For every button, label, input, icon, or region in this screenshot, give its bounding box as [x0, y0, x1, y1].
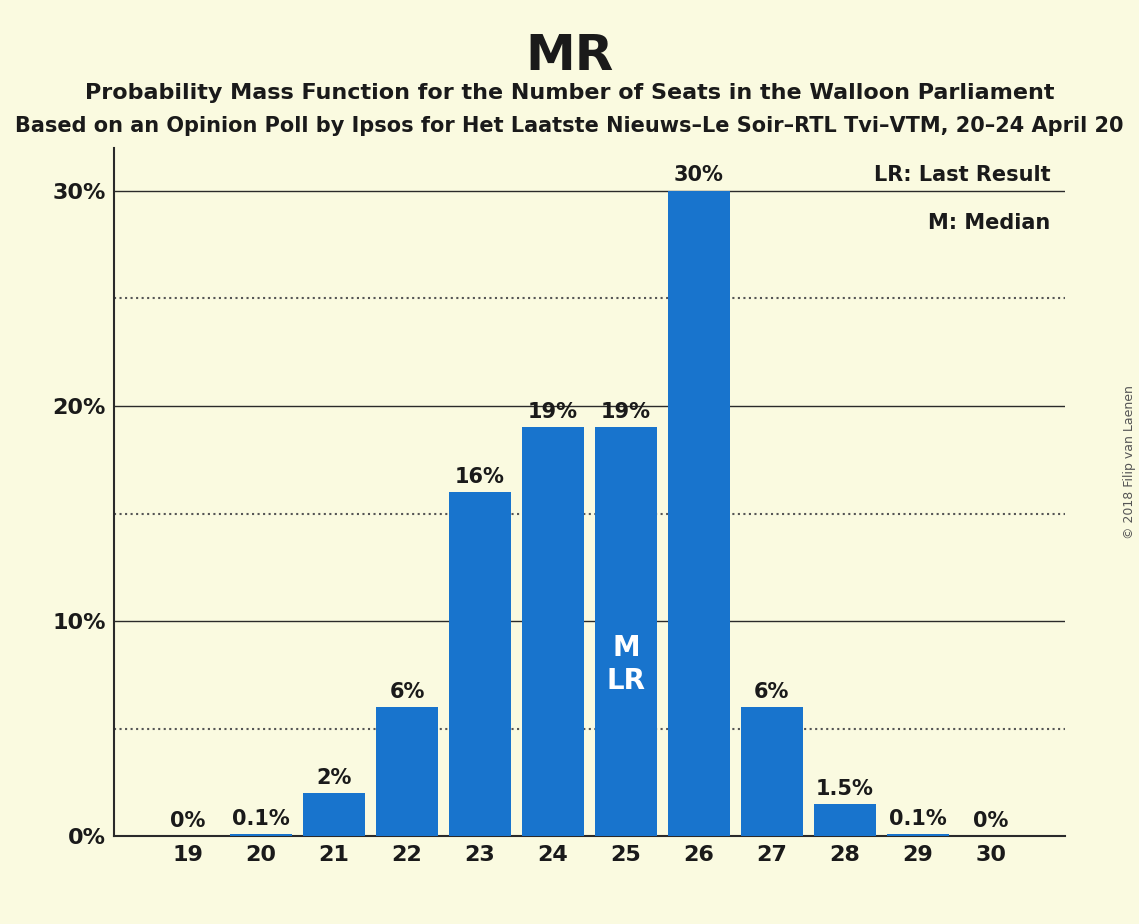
- Bar: [887, 834, 949, 836]
- Text: Based on an Opinion Poll by Ipsos for Het Laatste Nieuws–Le Soir–RTL Tvi–VTM, 20: Based on an Opinion Poll by Ipsos for He…: [15, 116, 1124, 136]
- Text: 0%: 0%: [973, 811, 1008, 831]
- Text: 6%: 6%: [390, 682, 425, 701]
- Bar: [376, 707, 439, 836]
- Bar: [667, 191, 730, 836]
- Text: 2%: 2%: [317, 768, 352, 788]
- Text: © 2018 Filip van Laenen: © 2018 Filip van Laenen: [1123, 385, 1137, 539]
- Text: M
LR: M LR: [606, 635, 646, 695]
- Bar: [449, 492, 511, 836]
- Text: 30%: 30%: [674, 165, 723, 186]
- Bar: [813, 804, 876, 836]
- Text: 0.1%: 0.1%: [888, 808, 947, 829]
- Bar: [303, 793, 366, 836]
- Text: Probability Mass Function for the Number of Seats in the Walloon Parliament: Probability Mass Function for the Number…: [84, 83, 1055, 103]
- Bar: [522, 428, 584, 836]
- Text: 0%: 0%: [171, 811, 206, 831]
- Text: 19%: 19%: [601, 402, 650, 422]
- Bar: [740, 707, 803, 836]
- Text: 0.1%: 0.1%: [232, 808, 290, 829]
- Bar: [230, 834, 292, 836]
- Text: 19%: 19%: [528, 402, 577, 422]
- Text: LR: Last Result: LR: Last Result: [874, 165, 1050, 185]
- Text: 1.5%: 1.5%: [816, 779, 874, 798]
- Text: MR: MR: [525, 32, 614, 80]
- Text: 6%: 6%: [754, 682, 789, 701]
- Text: 16%: 16%: [456, 467, 505, 487]
- Text: M: Median: M: Median: [928, 213, 1050, 233]
- Bar: [595, 428, 657, 836]
